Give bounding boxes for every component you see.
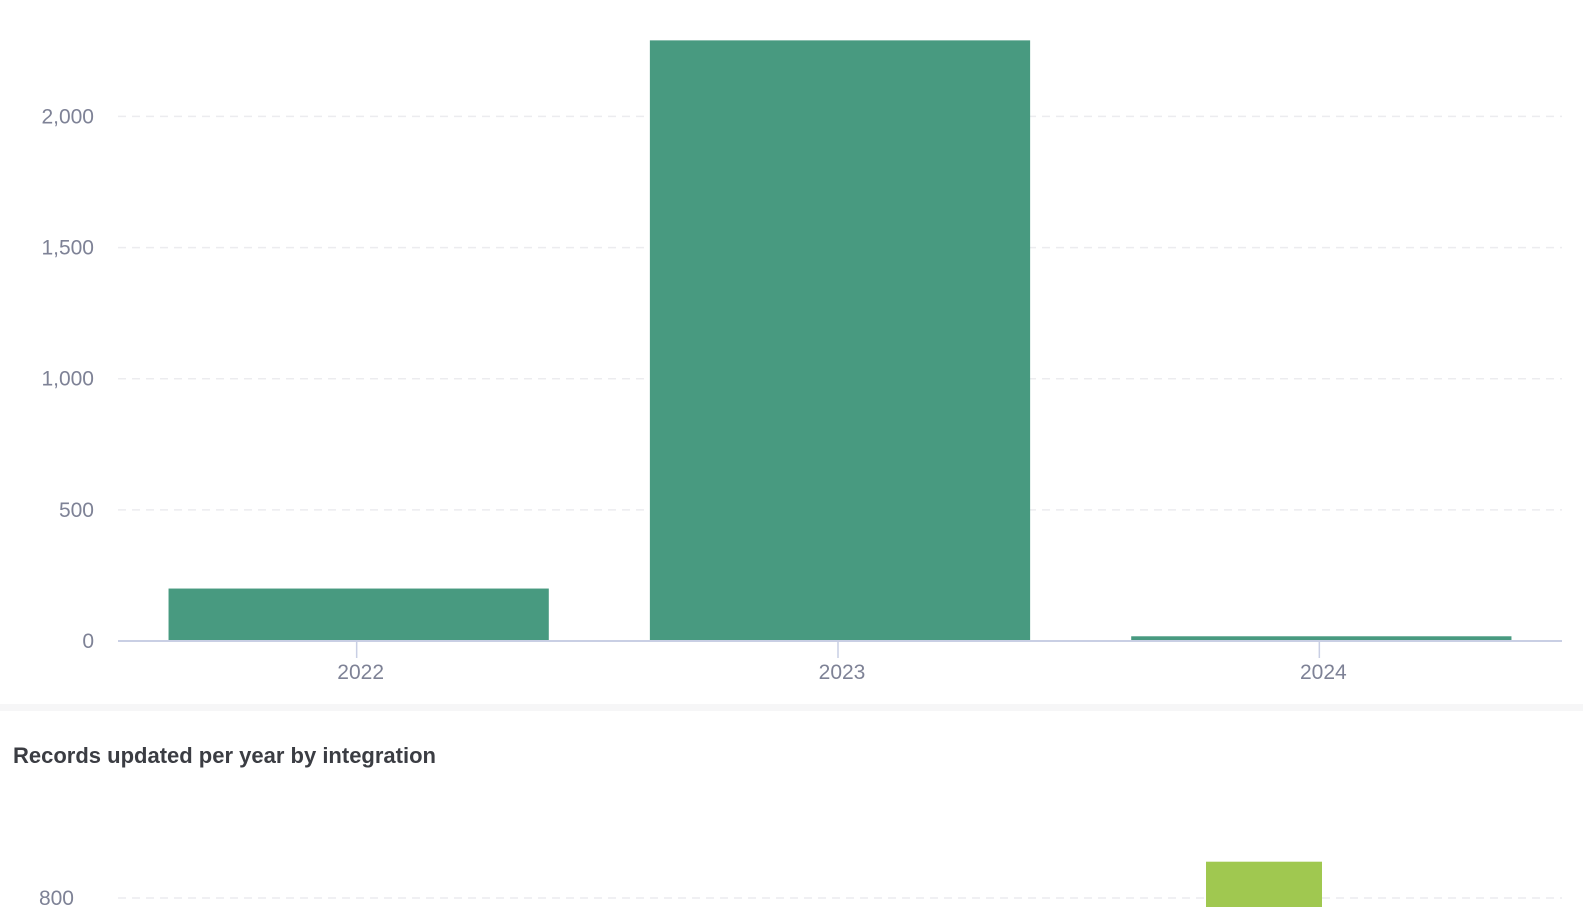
x-tick-label: 2024 <box>1300 661 1347 684</box>
panel-separator <box>0 704 1583 711</box>
chart-title: Records updated per year by integration <box>13 743 436 768</box>
bar <box>649 40 1031 641</box>
y-tick-label: 500 <box>59 499 94 522</box>
x-tick-label: 2023 <box>819 661 866 684</box>
bar <box>1206 861 1322 907</box>
x-tick-label: 2022 <box>337 661 384 684</box>
y-tick-label: 0 <box>82 630 94 653</box>
records-by-integration-chart-panel: Records updated per year by integration … <box>0 711 1583 907</box>
y-tick-label: 1,000 <box>41 368 94 391</box>
y-tick-label: 1,500 <box>41 237 94 260</box>
records-per-year-chart-panel: 0 500 1,000 1,500 2,000 2022 2023 2024 <box>41 40 1562 684</box>
bar <box>1131 636 1512 641</box>
y-tick-label: 2,000 <box>41 105 94 128</box>
records-per-year-bar-chart: 0 500 1,000 1,500 2,000 2022 2023 2024 <box>41 40 1562 684</box>
bar <box>168 588 549 641</box>
y-tick-label: 800 <box>39 887 74 907</box>
records-by-integration-bar-chart: 800 <box>39 861 1562 907</box>
